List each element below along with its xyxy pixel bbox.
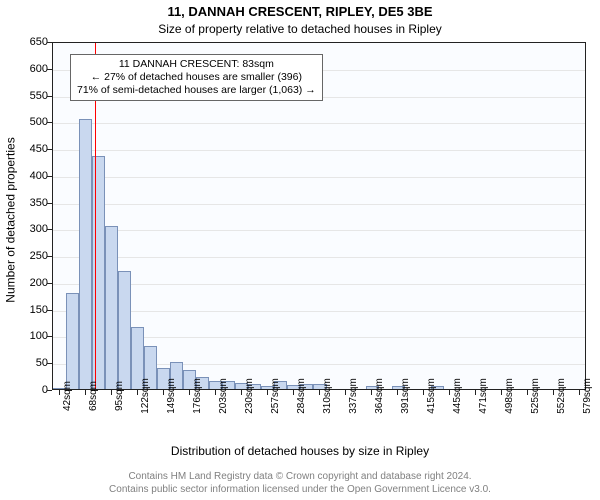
y-tick-label: 300 — [18, 223, 48, 235]
x-tick-mark — [553, 390, 554, 395]
gridline-h — [53, 257, 585, 258]
histogram-bar — [92, 156, 105, 389]
x-tick-label: 498sqm — [504, 378, 515, 414]
y-tick-mark — [47, 203, 52, 204]
x-tick-mark — [267, 390, 268, 395]
y-tick-label: 200 — [18, 277, 48, 289]
y-tick-mark — [47, 336, 52, 337]
x-tick-mark — [163, 390, 164, 395]
x-tick-label: 203sqm — [218, 378, 229, 414]
x-tick-label: 68sqm — [88, 381, 99, 411]
x-tick-label: 284sqm — [296, 378, 307, 414]
x-tick-mark — [215, 390, 216, 395]
y-tick-mark — [47, 283, 52, 284]
y-tick-mark — [47, 390, 52, 391]
x-tick-mark — [579, 390, 580, 395]
x-tick-mark — [189, 390, 190, 395]
y-tick-mark — [47, 96, 52, 97]
x-tick-label: 471sqm — [478, 378, 489, 414]
y-tick-mark — [47, 122, 52, 123]
attribution-line-2: Contains public sector information licen… — [0, 484, 600, 495]
x-tick-label: 525sqm — [530, 378, 541, 414]
y-tick-mark — [47, 256, 52, 257]
annotation-line-1: 11 DANNAH CRESCENT: 83sqm — [77, 58, 316, 71]
x-axis-label: Distribution of detached houses by size … — [0, 444, 600, 458]
x-tick-mark — [85, 390, 86, 395]
annotation-line-3: 71% of semi-detached houses are larger (… — [77, 84, 316, 97]
x-tick-mark — [527, 390, 528, 395]
y-tick-mark — [47, 42, 52, 43]
chart-title-main: 11, DANNAH CRESCENT, RIPLEY, DE5 3BE — [0, 4, 600, 19]
histogram-bar — [118, 271, 131, 389]
x-tick-mark — [345, 390, 346, 395]
y-tick-label: 550 — [18, 90, 48, 102]
x-tick-label: 176sqm — [192, 378, 203, 414]
chart-title-sub: Size of property relative to detached ho… — [0, 22, 600, 36]
x-tick-label: 445sqm — [452, 378, 463, 414]
annotation-box: 11 DANNAH CRESCENT: 83sqm ← 27% of detac… — [70, 54, 323, 101]
y-tick-label: 250 — [18, 250, 48, 262]
attribution-line-1: Contains HM Land Registry data © Crown c… — [0, 471, 600, 482]
x-tick-mark — [449, 390, 450, 395]
x-tick-label: 364sqm — [374, 378, 385, 414]
histogram-bar — [79, 119, 92, 389]
x-tick-label: 310sqm — [322, 378, 333, 414]
gridline-h — [53, 284, 585, 285]
y-axis-label: Number of detached properties — [4, 0, 18, 440]
x-tick-mark — [241, 390, 242, 395]
gridline-h — [53, 204, 585, 205]
y-tick-label: 650 — [18, 36, 48, 48]
gridline-h — [53, 123, 585, 124]
y-tick-label: 150 — [18, 304, 48, 316]
x-tick-label: 415sqm — [426, 378, 437, 414]
x-tick-label: 337sqm — [348, 378, 359, 414]
y-tick-mark — [47, 149, 52, 150]
y-tick-mark — [47, 310, 52, 311]
x-tick-label: 552sqm — [556, 378, 567, 414]
histogram-bar — [105, 226, 118, 389]
y-tick-label: 0 — [18, 384, 48, 396]
y-tick-label: 400 — [18, 170, 48, 182]
y-tick-label: 100 — [18, 330, 48, 342]
y-tick-label: 50 — [18, 357, 48, 369]
x-tick-label: 257sqm — [270, 378, 281, 414]
y-tick-mark — [47, 176, 52, 177]
y-tick-label: 600 — [18, 63, 48, 75]
x-tick-label: 579sqm — [582, 378, 593, 414]
y-tick-label: 350 — [18, 197, 48, 209]
x-tick-label: 149sqm — [166, 378, 177, 414]
y-tick-mark — [47, 229, 52, 230]
y-tick-mark — [47, 363, 52, 364]
y-tick-mark — [47, 69, 52, 70]
x-tick-mark — [423, 390, 424, 395]
annotation-line-2: ← 27% of detached houses are smaller (39… — [77, 71, 316, 84]
gridline-h — [53, 311, 585, 312]
x-tick-label: 95sqm — [114, 381, 125, 411]
gridline-h — [53, 230, 585, 231]
x-tick-mark — [111, 390, 112, 395]
x-tick-label: 42sqm — [62, 381, 73, 411]
x-tick-mark — [475, 390, 476, 395]
x-tick-mark — [371, 390, 372, 395]
x-tick-mark — [59, 390, 60, 395]
x-tick-mark — [397, 390, 398, 395]
x-tick-mark — [501, 390, 502, 395]
x-tick-label: 230sqm — [244, 378, 255, 414]
histogram-bar — [66, 293, 79, 389]
y-tick-label: 450 — [18, 143, 48, 155]
gridline-h — [53, 177, 585, 178]
y-tick-label: 500 — [18, 116, 48, 128]
x-tick-mark — [293, 390, 294, 395]
gridline-h — [53, 150, 585, 151]
x-tick-mark — [319, 390, 320, 395]
x-tick-mark — [137, 390, 138, 395]
x-tick-label: 122sqm — [140, 378, 151, 414]
x-tick-label: 391sqm — [400, 378, 411, 414]
